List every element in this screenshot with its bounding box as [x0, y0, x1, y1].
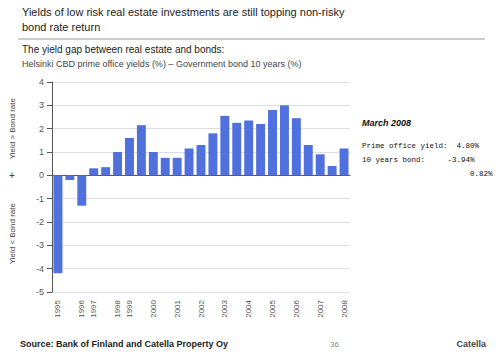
- svg-text:The yield gap between real est: The yield gap between real estate and bo…: [22, 44, 224, 55]
- svg-text:March 2008: March 2008: [362, 118, 411, 128]
- svg-text:1996: 1996: [77, 299, 86, 317]
- svg-text:1999: 1999: [125, 299, 134, 317]
- svg-text:0: 0: [39, 170, 44, 180]
- svg-text:10 years bond: -3.94%: 10 years bond: -3.94%: [362, 156, 475, 164]
- svg-text:36: 36: [330, 340, 339, 349]
- svg-text:2005: 2005: [268, 299, 277, 317]
- svg-text:Yields of low risk real estate: Yields of low risk real estate investmen…: [22, 6, 345, 18]
- svg-text:2007: 2007: [316, 299, 325, 317]
- svg-text:-1: -1: [36, 194, 44, 204]
- svg-text:1997: 1997: [89, 299, 98, 317]
- svg-text:Helsinki CBD prime office yiel: Helsinki CBD prime office yields (%) – G…: [22, 59, 301, 69]
- svg-text:-5: -5: [36, 287, 44, 297]
- svg-text:2006: 2006: [292, 299, 301, 317]
- svg-text:2: 2: [39, 124, 44, 134]
- svg-text:Yield > Bond rate: Yield > Bond rate: [8, 97, 17, 159]
- svg-text:-2: -2: [36, 217, 44, 227]
- svg-text:2000: 2000: [149, 299, 158, 317]
- svg-text:-3: -3: [36, 240, 44, 250]
- svg-text:2002: 2002: [197, 299, 206, 317]
- svg-text:1: 1: [39, 147, 44, 157]
- svg-text:2008: 2008: [340, 299, 349, 317]
- svg-text:1995: 1995: [53, 299, 62, 317]
- svg-text:bond rate return: bond rate return: [22, 21, 100, 33]
- svg-text:3: 3: [39, 100, 44, 110]
- svg-text:2004: 2004: [244, 299, 253, 317]
- svg-text:2001: 2001: [173, 299, 182, 317]
- svg-text:Catella: Catella: [456, 339, 487, 349]
- svg-text:4: 4: [39, 77, 44, 87]
- svg-text:+: +: [9, 170, 15, 181]
- svg-text:Source: Bank of Finland and Ca: Source: Bank of Finland and Catella Prop…: [20, 339, 228, 349]
- svg-text:Prime office yield: 4.80%: Prime office yield: 4.80%: [362, 142, 480, 150]
- svg-text:1998: 1998: [113, 299, 122, 317]
- svg-text:-4: -4: [36, 264, 44, 274]
- svg-text:0.82%: 0.82%: [362, 170, 493, 178]
- svg-text:2003: 2003: [220, 299, 229, 317]
- svg-text:Yield < Bond rate: Yield < Bond rate: [8, 202, 17, 264]
